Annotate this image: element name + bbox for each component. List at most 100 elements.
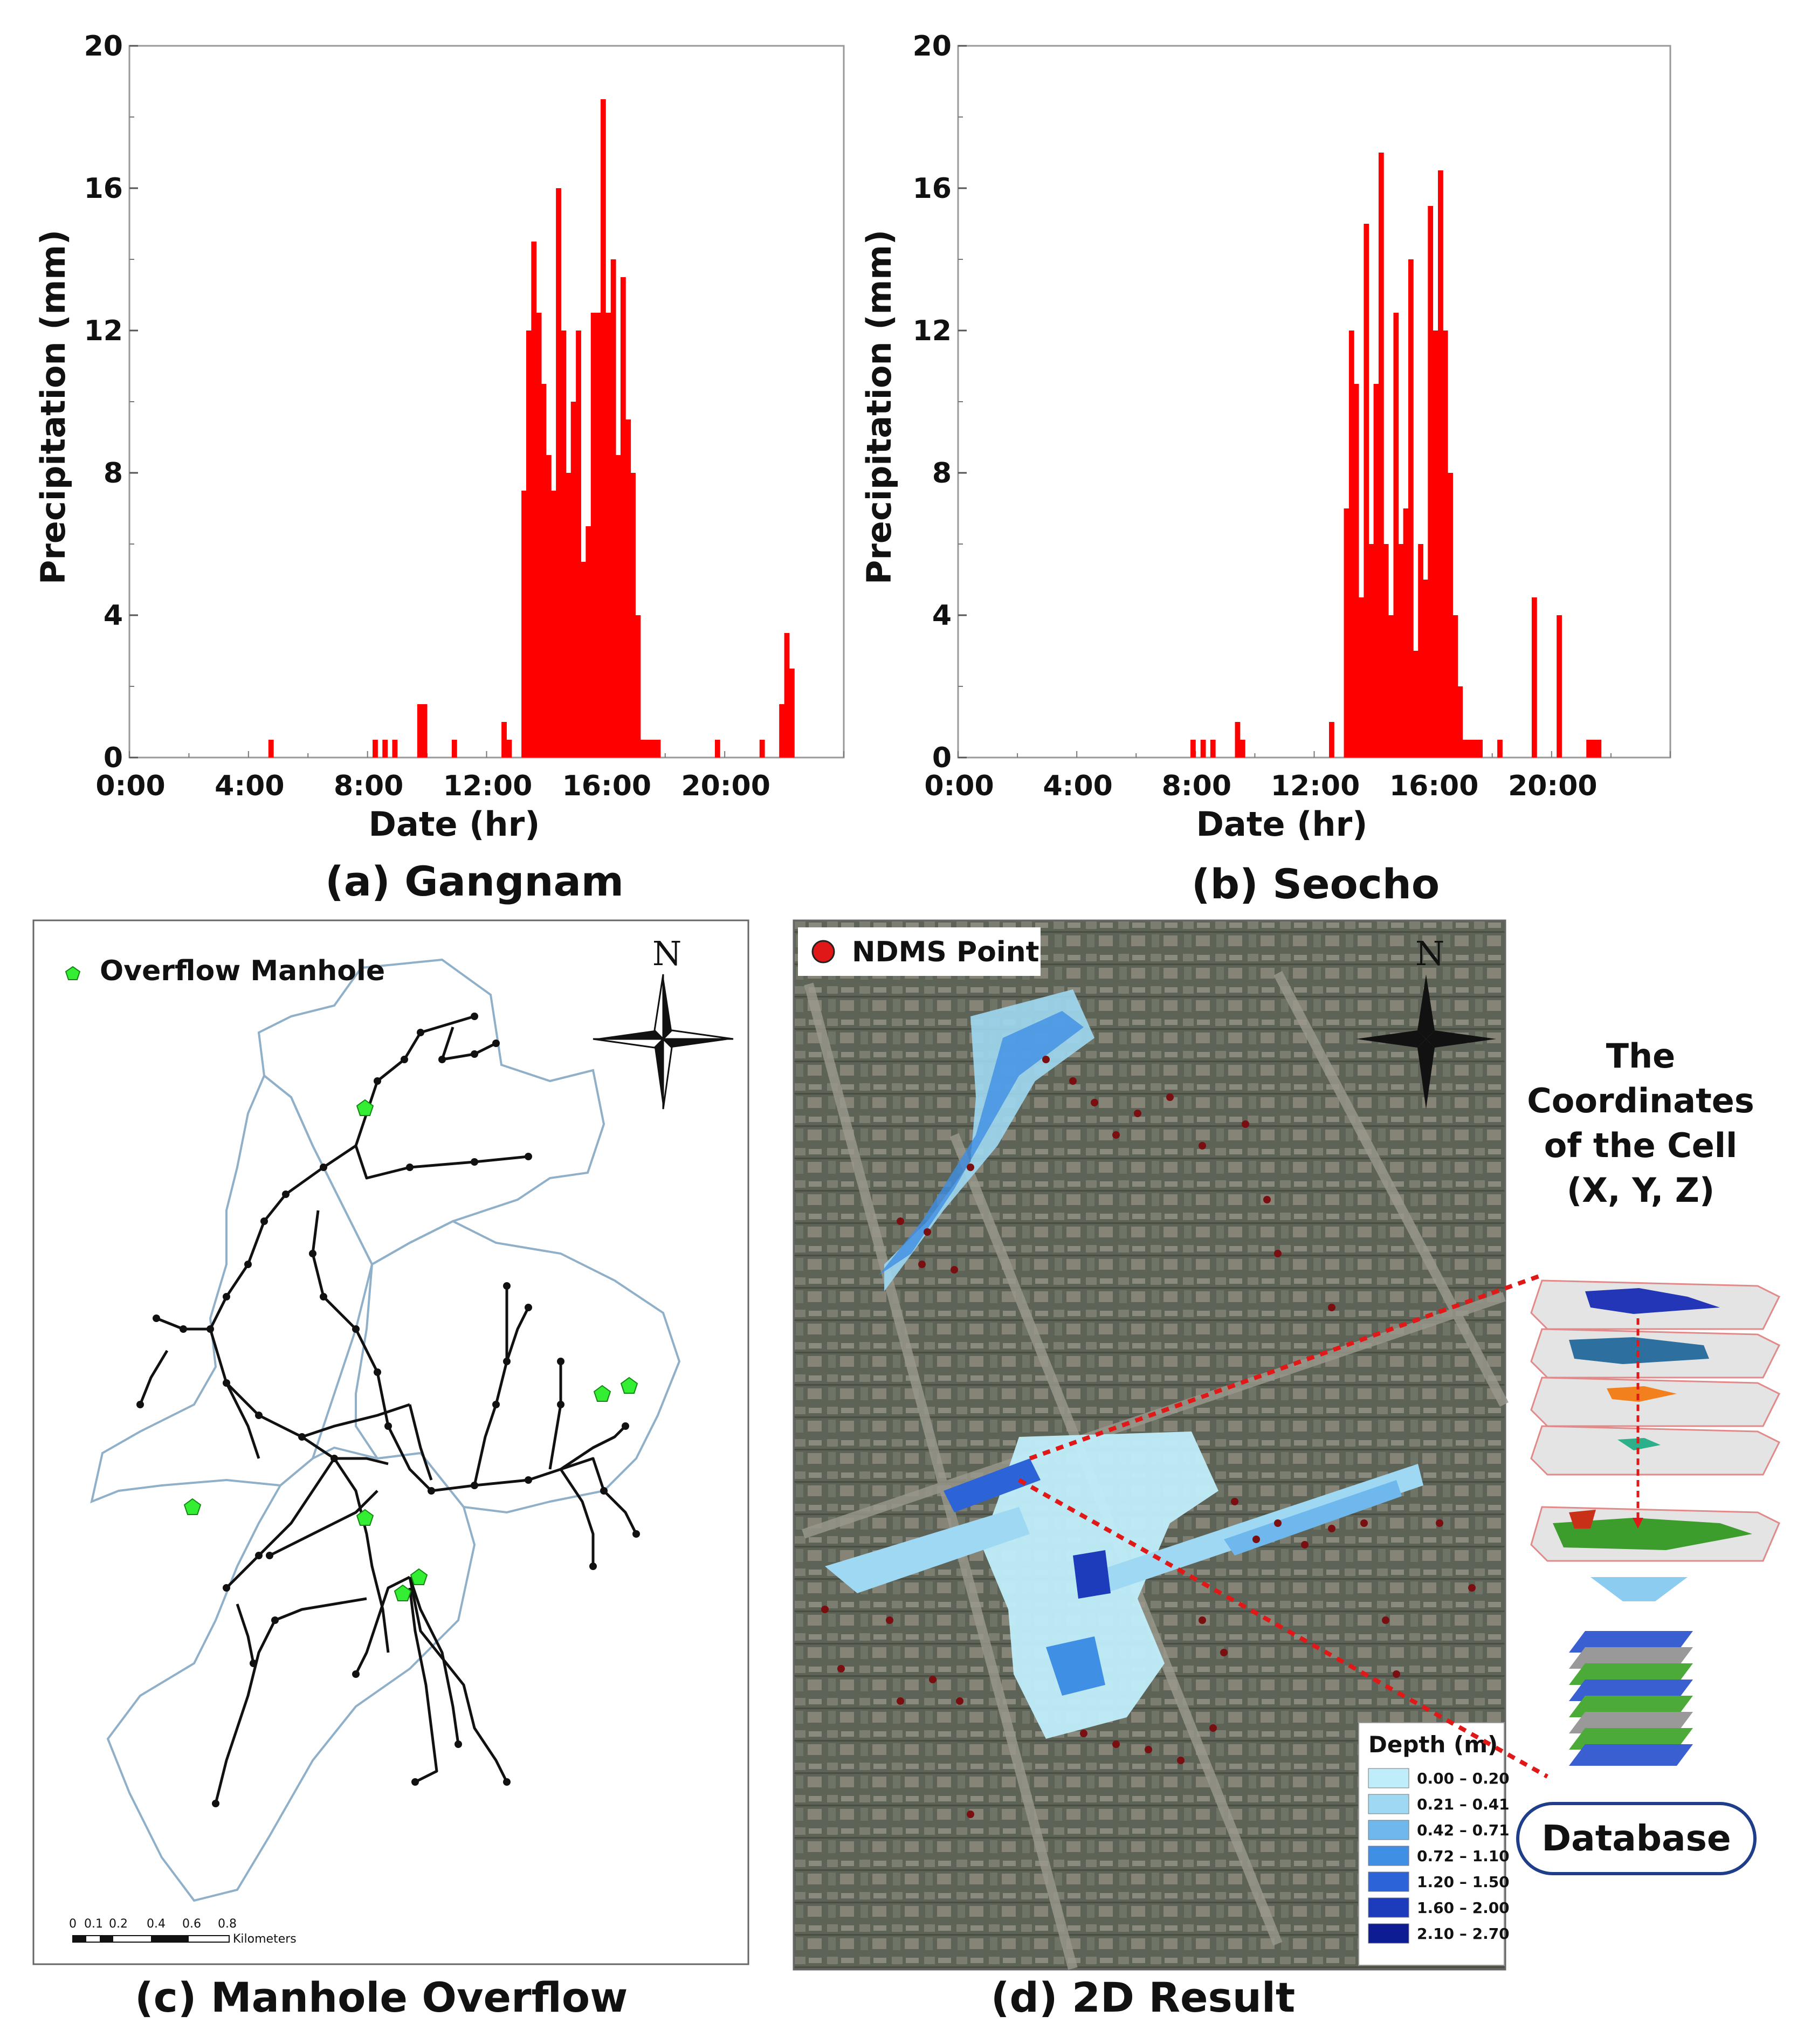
- manhole-nodes: [136, 1013, 640, 1807]
- precipitation-bar: [1378, 153, 1384, 758]
- north-label: N: [1415, 934, 1444, 973]
- precipitation-bar: [268, 740, 274, 758]
- gangnam-precipitation-chart: 0 4 8 12 16 20 0:00 4:00 8:00 12:00 16:00 20:00 Date…: [33, 30, 845, 844]
- precipitation-bar: [536, 313, 542, 758]
- precipitation-bar: [615, 455, 621, 758]
- precipitation-bar: [650, 740, 656, 758]
- precipitation-bar: [1364, 224, 1369, 758]
- precipitation-bar: [1433, 331, 1438, 758]
- precipitation-bar: [1393, 313, 1399, 758]
- svg-text:0.8: 0.8: [218, 1917, 237, 1931]
- y-tick-label: 4: [932, 600, 952, 632]
- ndms-legend-label: NDMS Point: [852, 936, 1039, 968]
- svg-text:0.1: 0.1: [84, 1917, 103, 1931]
- svg-text:0.2: 0.2: [109, 1917, 128, 1931]
- precipitation-bar: [586, 526, 591, 758]
- caption-b: (b) Seocho: [1191, 860, 1440, 908]
- precipitation-bar: [546, 455, 552, 758]
- y-tick-label: 16: [913, 173, 952, 205]
- precipitation-bar: [1388, 615, 1394, 758]
- precipitation-bar: [1210, 740, 1216, 758]
- sewer-pipe-network: [139, 1015, 638, 1804]
- y-axis-label: Precipitation (mm): [33, 230, 73, 584]
- precipitation-bar: [1200, 740, 1206, 758]
- depth-legend-label: 2.10 – 2.70: [1417, 1925, 1510, 1943]
- precipitation-bar: [422, 704, 428, 758]
- y-tick-label: 20: [84, 30, 123, 63]
- north-label: N: [652, 934, 681, 973]
- database-stack-icon: [1569, 1631, 1693, 1766]
- svg-text:Depth (m): Depth (m): [1368, 1731, 1498, 1758]
- precipitation-bar: [620, 277, 626, 758]
- projection-lines: [1018, 1273, 1548, 1779]
- precipitation-bar: [1190, 740, 1196, 758]
- precipitation-bar: [526, 331, 532, 758]
- precipitation-bar: [581, 562, 587, 758]
- y-tick-label: 12: [84, 315, 123, 347]
- north-arrow-icon: [593, 974, 734, 1110]
- depth-legend-label: 0.72 – 1.10: [1417, 1847, 1510, 1865]
- depth-legend-swatch: [1368, 1923, 1409, 1944]
- precipitation-bar: [759, 740, 765, 758]
- precipitation-bar: [1472, 740, 1478, 758]
- ndms-legend-icon: [811, 940, 835, 963]
- precipitation-bar: [625, 419, 631, 758]
- precipitation-bar: [556, 188, 561, 758]
- precipitation-bar: [605, 313, 611, 758]
- precipitation-bar: [506, 740, 512, 758]
- caption-d: (d) 2D Result: [990, 1973, 1296, 2021]
- precipitation-bar: [1408, 259, 1414, 758]
- precipitation-bar: [531, 242, 537, 758]
- precipitation-bar: [630, 473, 636, 758]
- y-tick-label: 16: [84, 173, 123, 205]
- precipitation-bar: [551, 491, 557, 758]
- precipitation-bar: [789, 669, 795, 758]
- plot-frame: [957, 45, 1671, 759]
- precipitation-bar: [1586, 740, 1592, 758]
- precipitation-bar: [1452, 615, 1458, 758]
- precipitation-bar: [373, 740, 378, 758]
- depth-legend-label: 0.42 – 0.71: [1417, 1821, 1510, 1839]
- precipitation-bar: [1413, 651, 1419, 758]
- flood-depth-area: [825, 989, 1423, 1739]
- y-tick-label: 8: [104, 457, 123, 490]
- precipitation-bar: [417, 704, 423, 758]
- side-text-line-2: Coordinates: [1527, 1081, 1754, 1120]
- y-tick-label: 0: [932, 742, 952, 774]
- x-tick-label: 20:00: [1508, 770, 1598, 802]
- scale-bar: 0 0.1 0.2 0.4 0.6 0.8 Kilometers: [69, 1917, 297, 1946]
- precipitation-bar: [1596, 740, 1602, 758]
- precipitation-bar: [392, 740, 398, 758]
- precipitation-bar: [590, 313, 596, 758]
- precipitation-bar: [451, 740, 457, 758]
- 2d-result-map: NDMS Point N Depth (m) 0.00 – 0.20 0.21 –…: [793, 919, 1781, 1971]
- precipitation-bar: [1353, 384, 1359, 758]
- depth-legend-swatch: [1368, 1871, 1409, 1892]
- overflow-manhole-legend-label: Overflow Manhole: [100, 955, 385, 987]
- ndms-points: [821, 1056, 1476, 1818]
- svg-text:Kilometers: Kilometers: [233, 1932, 297, 1946]
- precipitation-bar: [1477, 740, 1483, 758]
- precipitation-bar: [561, 331, 567, 758]
- x-tick-label: 12:00: [443, 770, 533, 802]
- precipitation-bar: [1383, 544, 1389, 758]
- database-box: [1516, 1802, 1757, 1875]
- caption-a: (a) Gangnam: [325, 857, 624, 905]
- depth-legend-swatch: [1368, 1820, 1409, 1840]
- overflow-manhole-legend-icon: [65, 966, 81, 980]
- ndms-legend-box: [798, 927, 1041, 976]
- svg-text:0: 0: [69, 1917, 77, 1931]
- x-tick-label: 4:00: [1043, 770, 1112, 802]
- precipitation-bar: [1423, 580, 1429, 758]
- precipitation-bar: [1240, 740, 1245, 758]
- database-label: Database: [1541, 1818, 1731, 1859]
- precipitation-bar: [1448, 473, 1453, 758]
- layer-stack-diagram: [1530, 1279, 1781, 1562]
- precipitation-bar: [1591, 740, 1596, 758]
- precipitation-bar: [382, 740, 388, 758]
- precipitation-bar: [1468, 740, 1473, 758]
- depth-legend: Depth (m) 0.00 – 0.20 0.21 – 0.41 0.42 – 0…: [1358, 1722, 1510, 1966]
- precipitation-bar: [655, 740, 661, 758]
- x-axis-label: Date (hr): [369, 804, 540, 844]
- down-arrow-icon: [1591, 1577, 1688, 1601]
